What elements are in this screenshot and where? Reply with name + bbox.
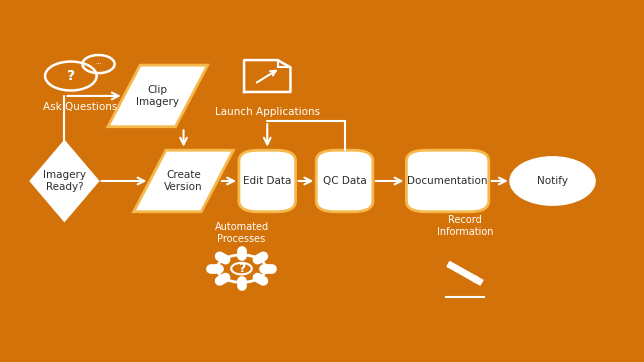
Text: Automated
Processes: Automated Processes — [214, 222, 269, 244]
FancyBboxPatch shape — [316, 150, 373, 212]
Text: Imagery
Ready?: Imagery Ready? — [43, 170, 86, 192]
Circle shape — [231, 263, 252, 274]
Text: Edit Data: Edit Data — [243, 176, 292, 186]
Text: ?: ? — [238, 262, 245, 275]
Text: Notify: Notify — [537, 176, 568, 186]
FancyBboxPatch shape — [406, 150, 489, 212]
Text: Documentation: Documentation — [407, 176, 488, 186]
Text: Launch Applications: Launch Applications — [214, 107, 320, 117]
Polygon shape — [108, 65, 207, 127]
Text: Create
Version: Create Version — [164, 170, 203, 192]
Circle shape — [511, 157, 594, 205]
Text: ?: ? — [67, 69, 75, 83]
Text: QC Data: QC Data — [323, 176, 366, 186]
Polygon shape — [134, 150, 233, 212]
Text: Ask Questions: Ask Questions — [43, 102, 118, 112]
Text: Clip
Imagery: Clip Imagery — [137, 85, 179, 107]
FancyBboxPatch shape — [239, 150, 296, 212]
Text: Record
Information: Record Information — [437, 215, 493, 237]
Text: ···: ··· — [95, 61, 102, 67]
Polygon shape — [31, 141, 98, 221]
